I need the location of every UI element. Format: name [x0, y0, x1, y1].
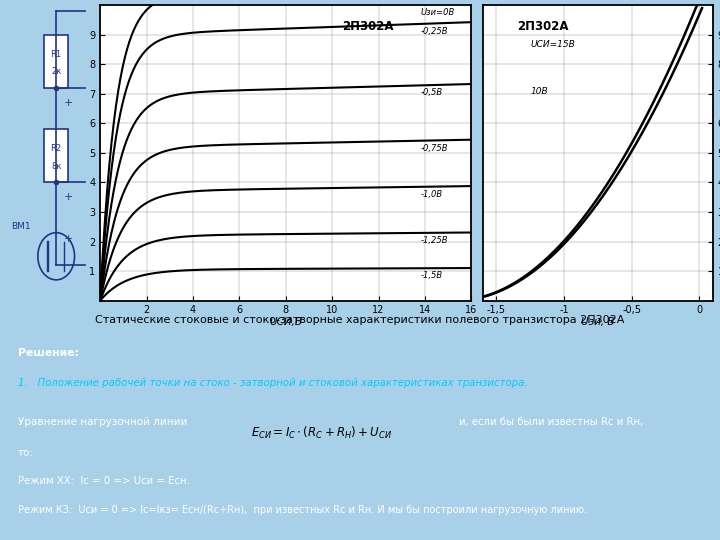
Text: Статические стоковые и стоко-затворные характеристики полевого транзистора 2П302: Статические стоковые и стоко-затворные х… — [95, 315, 625, 325]
Text: +: + — [64, 98, 73, 108]
Text: UСИ=15В: UСИ=15В — [530, 40, 575, 49]
Text: Уравнение нагрузочной линии: Уравнение нагрузочной линии — [18, 417, 187, 427]
Text: -0,25В: -0,25В — [420, 27, 448, 36]
Text: Решение:: Решение: — [18, 348, 78, 359]
Text: R2: R2 — [50, 144, 62, 153]
Text: и, если бы были известны Rс и Rн,: и, если бы были известны Rс и Rн, — [459, 417, 643, 427]
X-axis label: UСИ,В: UСИ,В — [269, 317, 302, 327]
Text: +: + — [64, 234, 73, 244]
Bar — [44, 130, 68, 183]
Text: -1,0В: -1,0В — [420, 190, 442, 199]
X-axis label: Uзи, В: Uзи, В — [581, 317, 614, 327]
Text: то:: то: — [18, 448, 34, 458]
Text: +: + — [64, 192, 73, 202]
Text: -1,25В: -1,25В — [420, 236, 448, 245]
Text: -0,5В: -0,5В — [420, 89, 442, 97]
Text: -1,5В: -1,5В — [420, 271, 442, 280]
Text: R1: R1 — [50, 50, 62, 59]
Text: Uзи=0В: Uзи=0В — [420, 8, 454, 17]
Text: 8к: 8к — [51, 162, 61, 171]
Text: ВМ1: ВМ1 — [12, 222, 31, 231]
Text: -0,75В: -0,75В — [420, 144, 448, 153]
Text: 2к: 2к — [51, 68, 61, 76]
Text: Режим ХХ:  Ic = 0 => Uси = Eсн.: Режим ХХ: Ic = 0 => Uси = Eсн. — [18, 476, 189, 486]
Text: 10В: 10В — [530, 87, 548, 96]
Text: 2П302А: 2П302А — [342, 20, 393, 33]
Text: Режим КЗ:  Uси = 0 => Ic=Iкз= Eсн/(Rc+Rн),  при известных Rc и Rн. И мы бы постр: Режим КЗ: Uси = 0 => Ic=Iкз= Eсн/(Rc+Rн)… — [18, 505, 587, 515]
Text: 2П302А: 2П302А — [517, 20, 569, 33]
Text: $E_{СИ} = I_С \cdot (R_С + R_Н) + U_{СИ}$: $E_{СИ} = I_С \cdot (R_С + R_Н) + U_{СИ}… — [251, 424, 392, 441]
Bar — [44, 35, 68, 88]
Text: 1.   Положение рабочей точки на стоко - затворной и стоковой характеристиках тра: 1. Положение рабочей точки на стоко - за… — [18, 378, 528, 388]
